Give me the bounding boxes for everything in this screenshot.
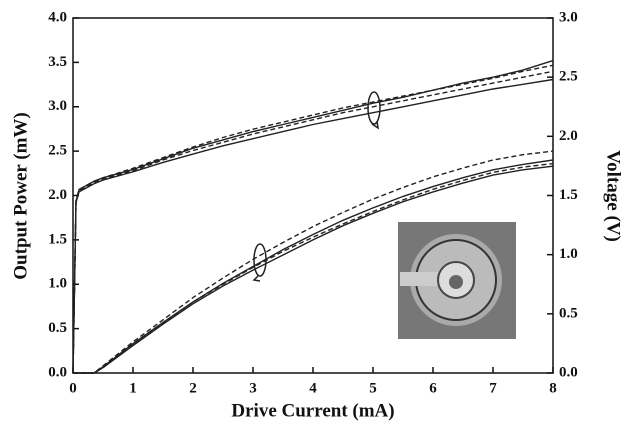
- y-tick-label: 0.5: [48, 320, 67, 336]
- y-tick-label: 2.0: [48, 187, 67, 203]
- y2-tick-label: 3.0: [559, 9, 578, 25]
- power-line: [73, 150, 554, 374]
- x-tick-label: 1: [129, 380, 137, 396]
- inset-contact-arm: [400, 272, 440, 286]
- y-axis-label: Output Power (mW): [10, 112, 31, 279]
- y2-axis-label: Voltage (V): [603, 150, 624, 242]
- x-tick-label: 4: [309, 380, 317, 396]
- y-tick-label: 0.0: [48, 364, 67, 380]
- y-tick-label: 3.5: [48, 54, 67, 70]
- x-axis-label: Drive Current (mA): [231, 400, 394, 421]
- voltage-line: [72, 70, 554, 374]
- y-tick-label: 3.0: [48, 98, 67, 114]
- arrowhead: [252, 275, 261, 282]
- inset-photo: [398, 222, 516, 339]
- y2-tick-label: 2.0: [559, 128, 578, 144]
- power-line: [73, 165, 554, 374]
- arrowhead: [371, 120, 379, 130]
- voltage-line: [72, 78, 554, 374]
- y-tick-label: 4.0: [48, 9, 67, 25]
- x-tick-label: 6: [429, 380, 437, 396]
- arrow-right-axis: [367, 91, 381, 125]
- x-tick-label: 0: [69, 380, 77, 396]
- x-tick-label: 5: [369, 380, 377, 396]
- x-tick-label: 2: [189, 380, 197, 396]
- y2-tick-label: 2.5: [559, 69, 578, 85]
- y2-tick-label: 0.5: [559, 305, 578, 321]
- y-tick-label: 2.5: [48, 143, 67, 159]
- axis-arrows: [252, 91, 381, 282]
- x-tick-label: 8: [549, 380, 557, 396]
- y-tick-label: 1.0: [48, 276, 67, 292]
- y-tick-label: 1.5: [48, 231, 67, 247]
- y2-tick-label: 1.5: [559, 187, 578, 203]
- x-tick-label: 3: [249, 380, 257, 396]
- y2-tick-label: 1.0: [559, 246, 578, 262]
- power-line: [73, 162, 554, 374]
- y2-tick-label: 0.0: [559, 364, 578, 380]
- x-tick-label: 7: [489, 380, 497, 396]
- voltage-line: [72, 64, 554, 374]
- inset-aperture: [449, 275, 463, 289]
